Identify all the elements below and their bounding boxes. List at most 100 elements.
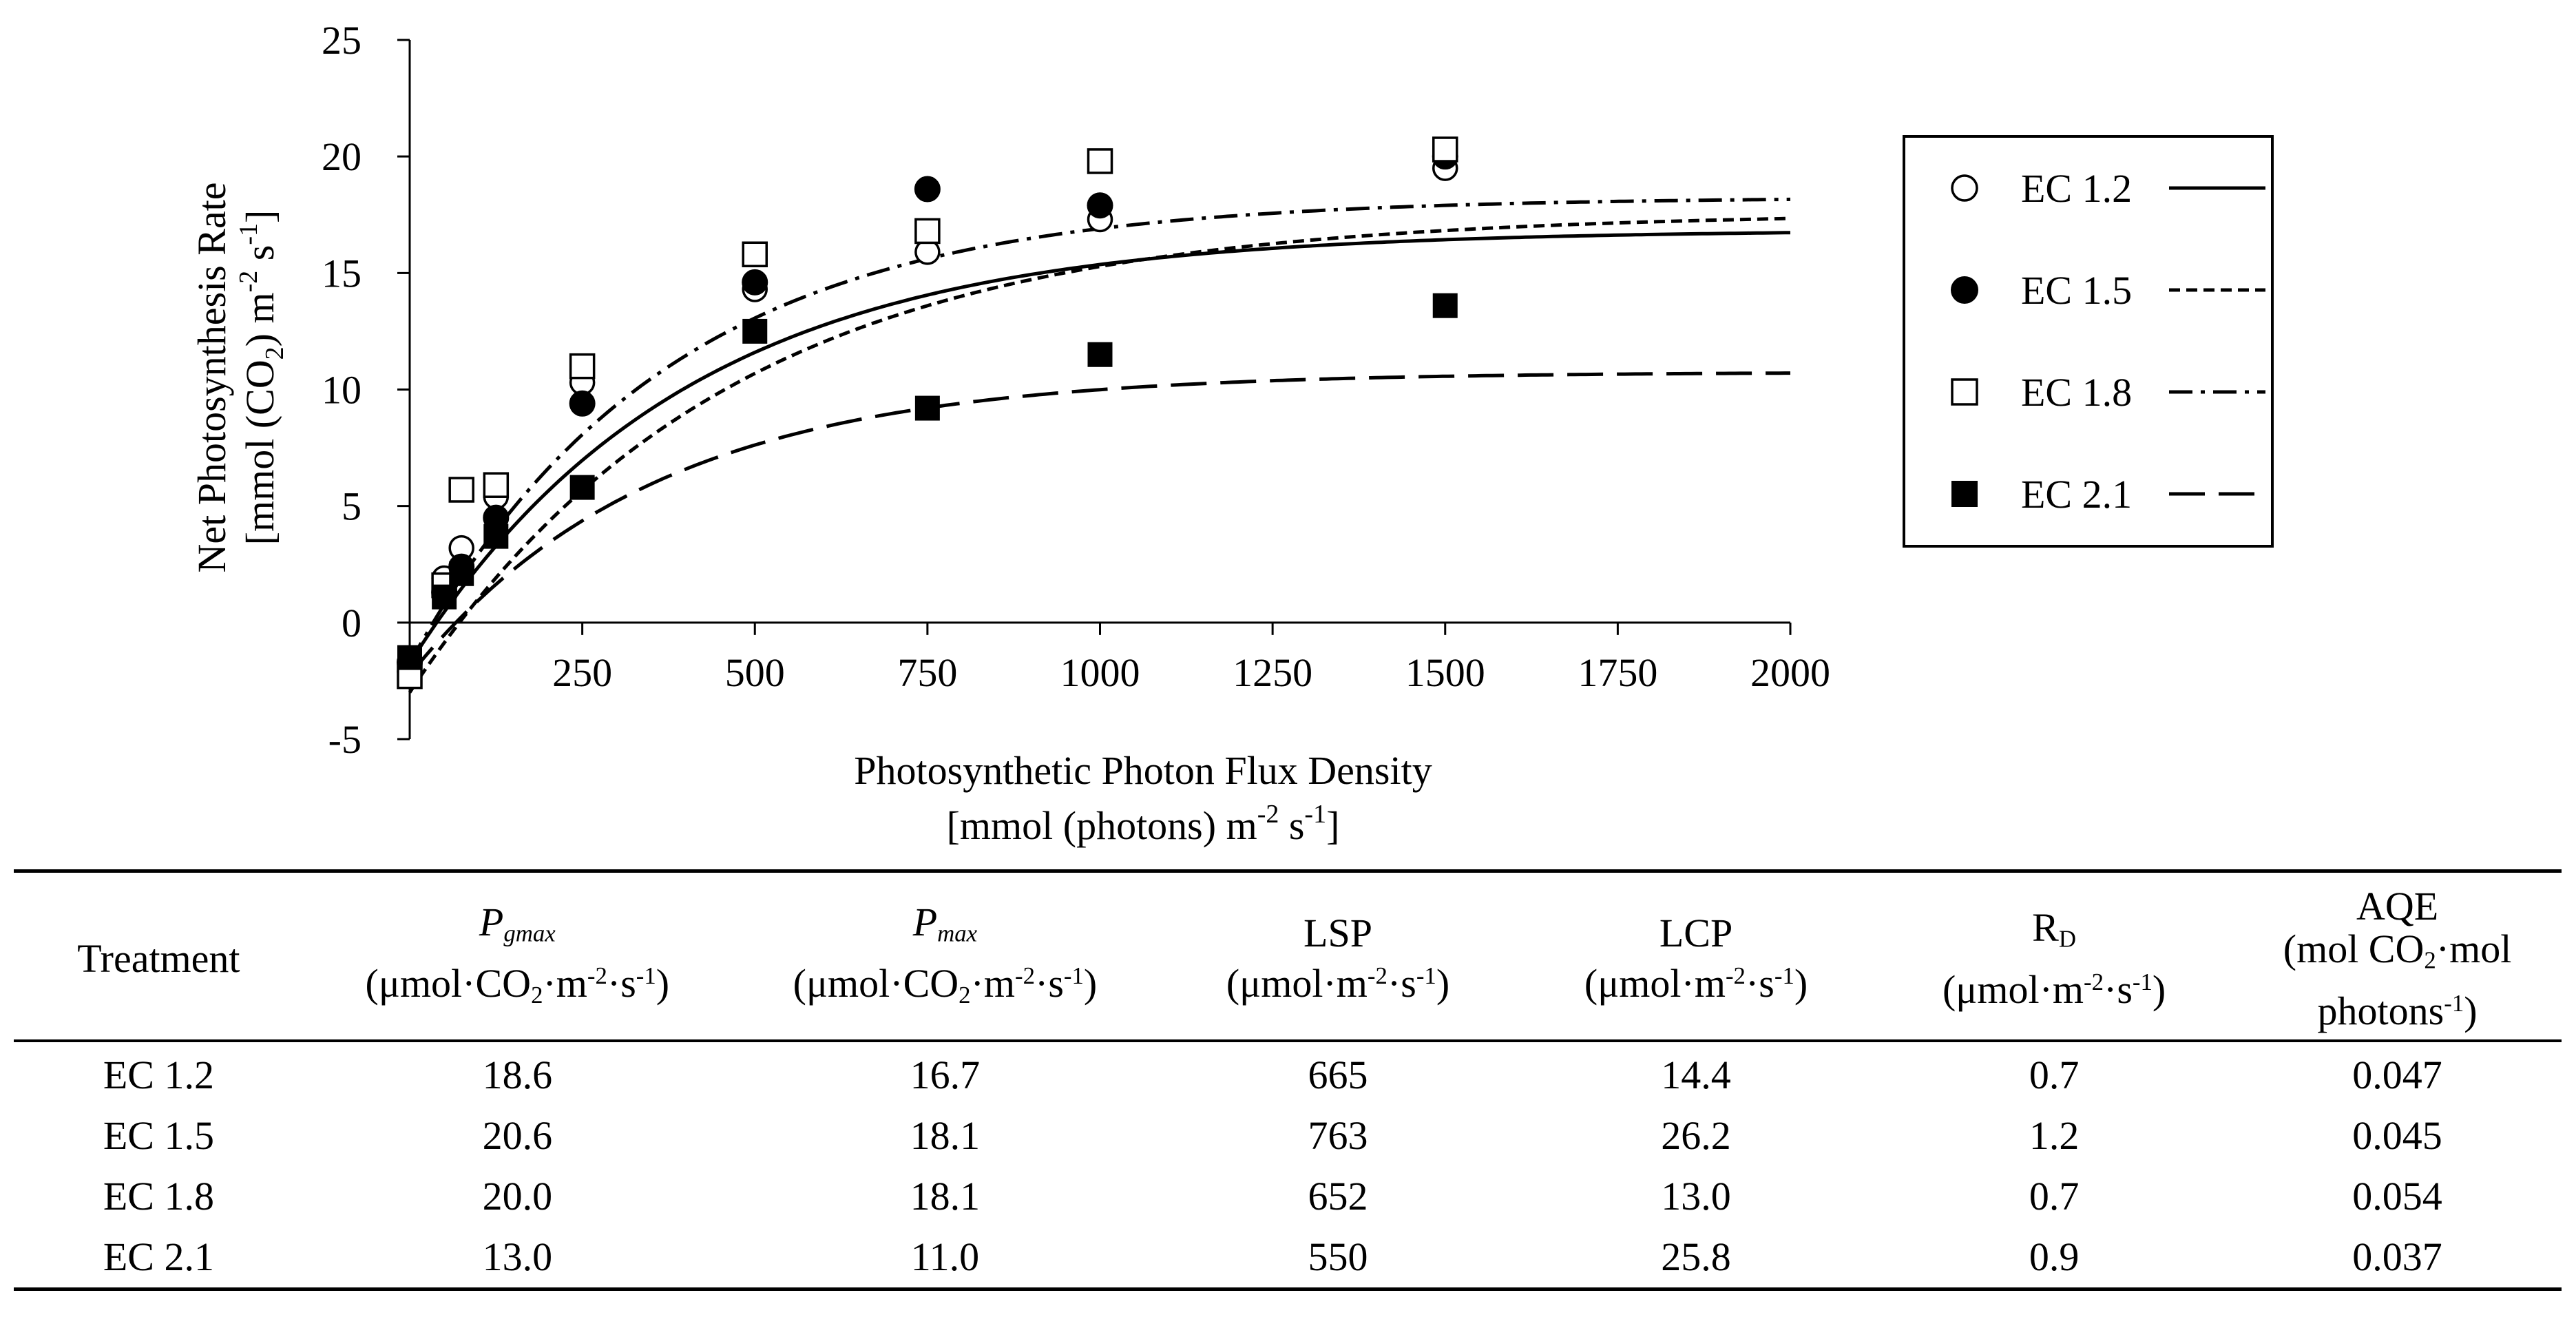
header-treatment-name: Treatment [77, 935, 240, 981]
x-tick-label: 500 [725, 650, 785, 695]
header-pgmax: Pgmax (μmol·CO2·m-2·s-1) [304, 871, 731, 1041]
header-pgmax-sub: gmax [503, 920, 556, 947]
header-rd: RD (μmol·m-2·s-1) [1875, 871, 2233, 1041]
data-point [1087, 342, 1113, 367]
table-cell: 18.1 [910, 1173, 981, 1219]
header-aqe-unit: (mol CO2·mol photons-1) [2283, 926, 2512, 1033]
header-lcp-unit: (μmol·m-2·s-1) [1584, 961, 1808, 1006]
table-cell: 0.054 [2352, 1173, 2442, 1219]
data-point [742, 269, 768, 296]
table-cell: EC 1.5 [103, 1112, 214, 1158]
header-aqe-name: AQE [2356, 884, 2439, 929]
data-point [914, 176, 941, 203]
header-rd-unit: (μmol·m-2·s-1) [1942, 966, 2166, 1012]
photosynthesis-light-response-chart: -5 0 5 10 15 20 25 250 500 750 1000 1250 1500 1750 200… [189, 18, 2274, 848]
x-tick-label: 2000 [1750, 650, 1830, 695]
table-cell: 665 [1308, 1052, 1368, 1097]
data-point [569, 475, 595, 500]
table-cell: 763 [1308, 1112, 1368, 1158]
header-aqe: AQE (mol CO2·mol photons-1) [2233, 871, 2562, 1041]
header-pmax-sub: max [937, 920, 978, 947]
legend-label: EC 1.2 [2021, 166, 2132, 211]
y-tick-label: 10 [322, 368, 362, 413]
data-point [914, 395, 940, 421]
table-row: EC 1.8 20.0 18.1 652 13.0 0.7 0.054 [14, 1166, 2562, 1227]
x-tick-label: 1250 [1233, 650, 1312, 695]
header-pmax: Pmax (μmol·CO2·m-2·s-1) [731, 871, 1159, 1041]
header-pgmax-unit: (μmol·CO2·m-2·s-1) [365, 961, 670, 1009]
x-tick-label: 1750 [1578, 650, 1657, 695]
table-cell: 20.0 [482, 1173, 553, 1219]
data-point [742, 241, 768, 268]
table-body: EC 1.2 18.6 16.7 665 14.4 0.7 0.047 EC 1.5 20.6 1… [14, 1041, 2562, 1289]
table-cell: 20.6 [482, 1112, 553, 1158]
table-cell: 550 [1308, 1234, 1368, 1279]
table-row: EC 1.2 18.6 16.7 665 14.4 0.7 0.047 [14, 1041, 2562, 1106]
header-pmax-name: P [912, 899, 938, 944]
fit-curve-line [408, 371, 1790, 676]
data-point [569, 353, 596, 380]
fit-curve-line [408, 216, 1791, 694]
data-point [448, 477, 474, 503]
y-tick-label: 20 [322, 134, 362, 179]
y-axis-title: Net Photosynthesis Rate [mmol (CO2) m-2 … [189, 182, 289, 572]
legend-marker [1951, 174, 1978, 202]
table-header-row: Treatment Pgmax (μmol·CO2·m-2·s-1) Pmax … [14, 871, 2562, 1041]
data-point [1432, 293, 1458, 318]
y-tick-label: -5 [328, 717, 362, 762]
x-tick-label: 750 [897, 650, 957, 695]
table-cell: 16.7 [910, 1052, 981, 1097]
legend-box [1903, 135, 2274, 548]
table-cell: 0.7 [2029, 1173, 2080, 1219]
legend-marker [1951, 481, 1978, 507]
photosynthesis-parameters-table: Treatment Pgmax (μmol·CO2·m-2·s-1) Pmax … [14, 869, 2562, 1291]
x-tick-label: 250 [552, 650, 612, 695]
header-pmax-unit: (μmol·CO2·m-2·s-1) [793, 961, 1098, 1009]
header-lcp: LCP (μmol·m-2·s-1) [1517, 871, 1875, 1041]
x-tick-label: 1000 [1060, 650, 1140, 695]
data-point [1087, 148, 1113, 174]
table-row: EC 2.1 13.0 11.0 550 25.8 0.9 0.037 [14, 1227, 2562, 1289]
legend-label: EC 1.5 [2021, 268, 2132, 313]
y-tick-label: 0 [342, 601, 362, 645]
table-cell: EC 1.2 [103, 1052, 214, 1097]
y-tick-label: 15 [322, 251, 362, 296]
table-cell: 11.0 [910, 1234, 980, 1279]
table-row: EC 1.5 20.6 18.1 763 26.2 1.2 0.045 [14, 1106, 2562, 1166]
x-tick-label: 1500 [1405, 650, 1485, 695]
fit-curves [408, 197, 1791, 694]
y-tick-label: 5 [342, 484, 362, 529]
data-point [432, 584, 457, 610]
legend-marker [1951, 378, 1978, 406]
axes: -5 0 5 10 15 20 25 250 500 750 1000 1250 1500 1750 200… [322, 18, 1830, 762]
y-axis-units: [mmol (CO2) m-2 s-1] [234, 210, 289, 546]
legend: EC 1.2 EC 1.5 EC 1.8 EC 2.1 [1903, 135, 2274, 548]
table-cell: EC 2.1 [103, 1234, 214, 1279]
header-lsp-unit: (μmol·m-2·s-1) [1226, 961, 1450, 1006]
table-cell: 13.0 [1661, 1173, 1731, 1219]
header-lsp: LSP (μmol·m-2·s-1) [1159, 871, 1517, 1041]
table-cell: 14.4 [1661, 1052, 1731, 1097]
data-point [397, 645, 422, 670]
table-cell: 0.7 [2029, 1052, 2080, 1097]
y-axis-label: Net Photosynthesis Rate [189, 182, 234, 572]
data-point [1087, 192, 1113, 219]
data-points [397, 136, 1458, 690]
x-axis-units: [mmol (photons) m-2 s-1] [947, 800, 1340, 848]
y-tick-label: 25 [322, 18, 362, 63]
legend-label: EC 1.8 [2021, 370, 2132, 415]
table-cell: 0.9 [2029, 1234, 2080, 1279]
data-point [569, 390, 596, 417]
legend-marker [1951, 276, 1978, 304]
table-cell: 1.2 [2029, 1112, 2080, 1158]
fit-curve-line [408, 231, 1790, 665]
header-treatment: Treatment [14, 871, 304, 1041]
table-cell: 18.1 [910, 1112, 981, 1158]
data-point [483, 524, 509, 549]
table-cell: 26.2 [1661, 1112, 1731, 1158]
data-point [1432, 136, 1458, 163]
legend-label: EC 2.1 [2021, 472, 2132, 517]
header-pgmax-name: P [479, 899, 504, 944]
data-point [914, 218, 941, 245]
table-cell: 18.6 [482, 1052, 553, 1097]
